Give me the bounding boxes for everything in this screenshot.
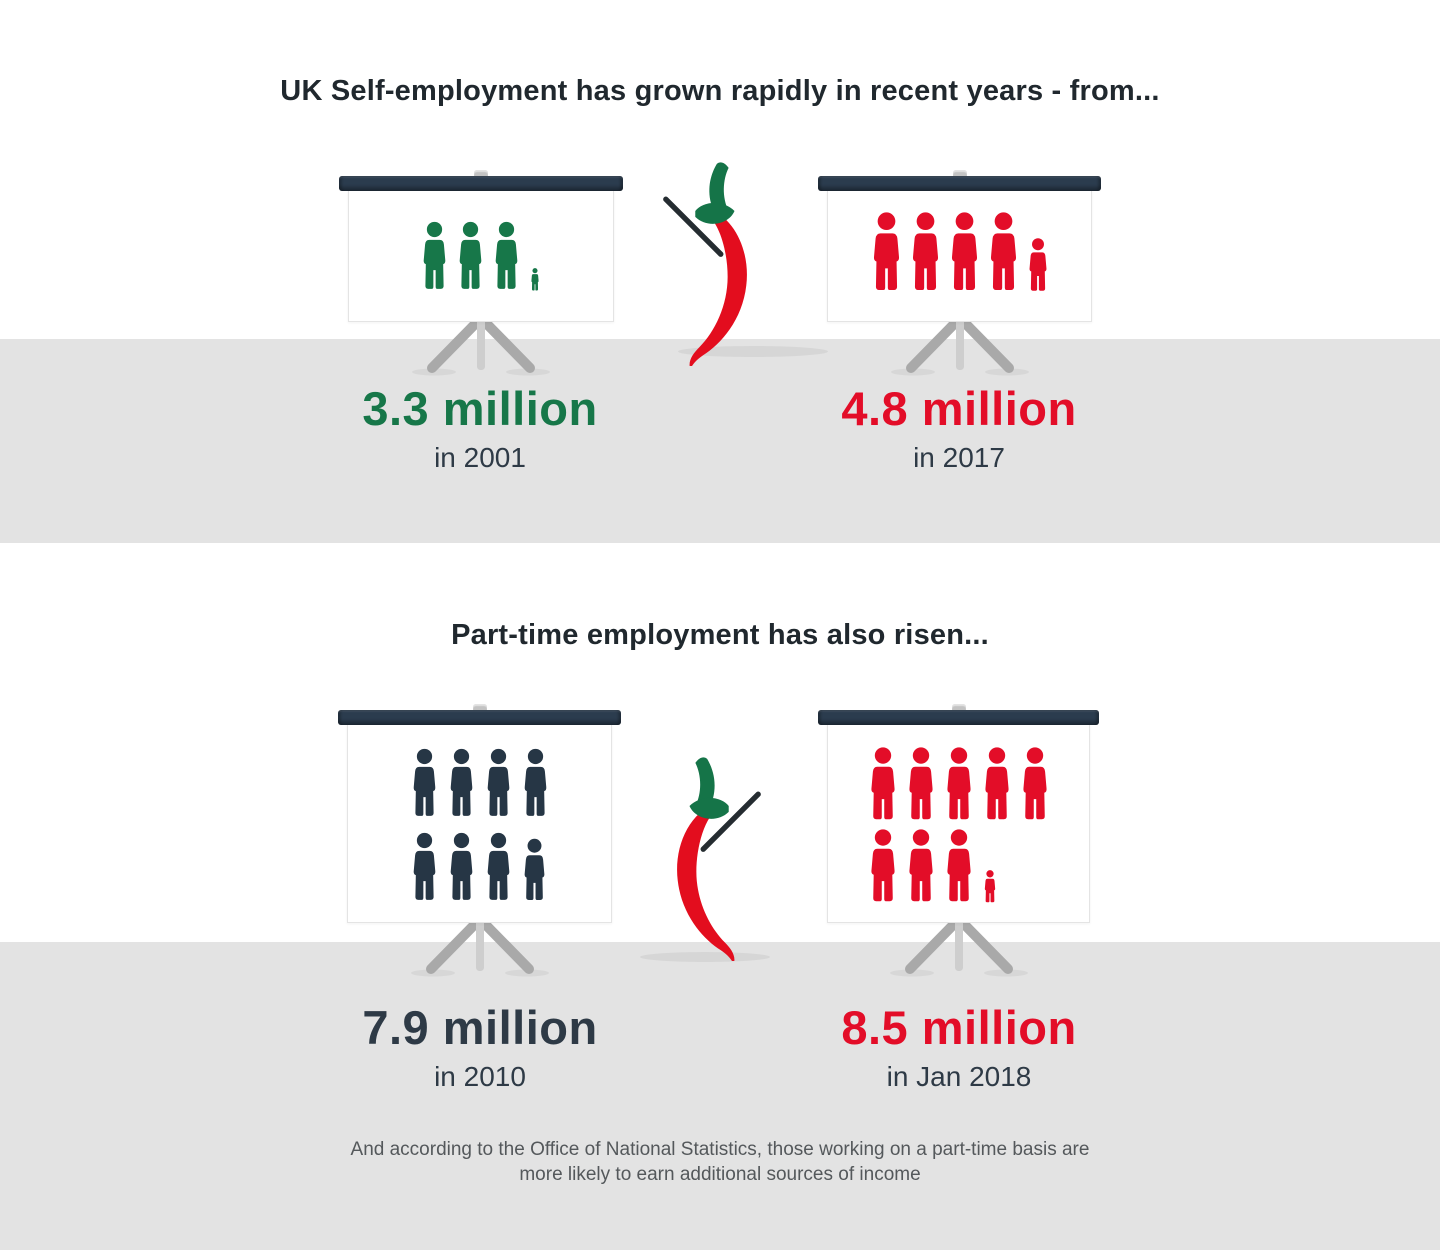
stat-value: 3.3 million — [362, 382, 598, 435]
stat-2001: 3.3 million in 2001 — [310, 385, 650, 472]
person-icon — [946, 747, 971, 821]
tripod-stand-icon — [874, 914, 1044, 978]
screen-top-bar — [818, 710, 1099, 725]
section1-title: UK Self-employment has grown rapidly in … — [280, 75, 1160, 107]
person-icon — [487, 832, 510, 902]
projector-board-2001 — [339, 170, 623, 380]
footer-note: And according to the Office of National … — [350, 1139, 1090, 1185]
person-icon — [984, 747, 1009, 821]
tripod-stand-icon — [875, 313, 1045, 377]
projector-board-2017 — [818, 170, 1101, 380]
screen-top-bar — [818, 176, 1101, 191]
person-icon — [450, 748, 473, 818]
person-icon — [487, 748, 510, 818]
person-icon — [450, 832, 473, 902]
person-icon — [873, 212, 900, 292]
stat-jan-2018: 8.5 million in Jan 2018 — [789, 1004, 1129, 1091]
person-icon — [990, 212, 1017, 292]
person-icon — [912, 212, 939, 292]
person-icon — [870, 829, 895, 903]
person-icon — [946, 829, 971, 903]
person-icon — [1029, 238, 1047, 292]
tripod-stand-icon — [396, 313, 566, 377]
stat-caption: in 2010 — [434, 1061, 526, 1092]
chili-pepper-icon — [646, 160, 772, 366]
person-icon — [524, 838, 545, 902]
screen-surface — [827, 724, 1090, 923]
screen-surface — [827, 190, 1092, 322]
person-icon — [951, 212, 978, 292]
person-icon — [908, 829, 933, 903]
stat-value: 8.5 million — [841, 1001, 1077, 1054]
gray-band-section2 — [0, 942, 1440, 1250]
gray-band-section1 — [0, 339, 1440, 543]
person-icon — [459, 221, 482, 291]
person-icon — [413, 748, 436, 818]
person-icon — [1022, 747, 1047, 821]
stat-caption: in 2001 — [434, 442, 526, 473]
screen-top-bar — [338, 710, 621, 725]
chili-shadow — [678, 346, 828, 357]
chili-shadow — [640, 952, 770, 962]
person-icon — [908, 747, 933, 821]
people-pictogram-2017 — [873, 212, 1047, 292]
stat-2010: 7.9 million in 2010 — [310, 1004, 650, 1091]
person-icon — [870, 747, 895, 821]
person-icon — [413, 832, 436, 902]
section2-title: Part-time employment has also risen... — [451, 619, 989, 651]
person-icon — [531, 268, 539, 291]
screen-top-bar — [339, 176, 623, 191]
screen-surface — [347, 724, 612, 923]
screen-surface — [348, 190, 614, 322]
person-icon — [423, 221, 446, 291]
people-pictogram-2001 — [423, 221, 539, 291]
stat-value: 4.8 million — [841, 382, 1077, 435]
person-icon — [495, 221, 518, 291]
stat-2017: 4.8 million in 2017 — [789, 385, 1129, 472]
stat-caption: in Jan 2018 — [886, 1061, 1032, 1092]
stat-caption: in 2017 — [913, 442, 1005, 473]
chili-pepper-icon — [652, 755, 778, 961]
projector-board-2010 — [338, 704, 621, 984]
people-pictogram-jan-2018 — [870, 747, 1047, 903]
tripod-stand-icon — [395, 914, 565, 978]
stat-value: 7.9 million — [362, 1001, 598, 1054]
people-pictogram-2010 — [413, 748, 547, 902]
person-icon — [524, 748, 547, 818]
projector-board-jan-2018 — [818, 704, 1099, 984]
person-icon — [984, 870, 995, 903]
